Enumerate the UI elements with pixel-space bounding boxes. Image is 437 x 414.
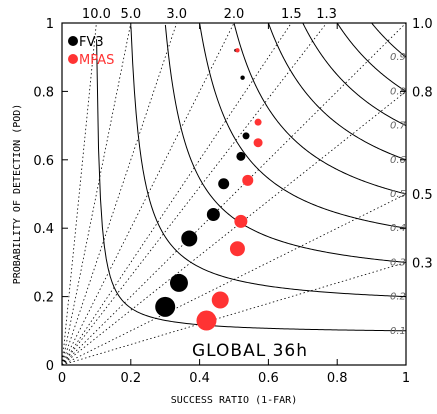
plot-frame [61, 22, 407, 366]
csi-contour-0.6 [268, 23, 407, 161]
csi-label-0.3: 0.3 [390, 257, 406, 268]
bias-line-1.3 [61, 22, 327, 366]
bias-line-0.8 [61, 91, 407, 366]
axis-ticks: 0 0.2 0.4 0.6 0.8 1 0 0.2 0.4 0.6 0.8 1 [33, 17, 410, 386]
legend: FV3 MPAS [68, 35, 114, 68]
y-tick-label: 0.6 [33, 154, 54, 169]
legend-marker-mpas [68, 54, 78, 64]
point-fv3 [155, 296, 176, 317]
bias-label-1.3: 1.3 [316, 7, 337, 22]
bias-label-0.5: 0.5 [412, 188, 433, 203]
bias-label-1.0: 1.0 [412, 17, 433, 32]
data-points [155, 48, 263, 331]
x-tick-label: 0 [58, 371, 66, 386]
x-axis-label: SUCCESS RATIO (1-FAR) [171, 395, 297, 406]
bias-label-2.0: 2.0 [224, 7, 245, 22]
csi-contour-0.8 [336, 22, 407, 92]
csi-contour-0.1 [96, 39, 407, 332]
bias-line-10.0 [61, 22, 97, 366]
point-mpas [196, 310, 217, 331]
point-fv3 [206, 208, 220, 222]
y-tick-label: 0.8 [33, 85, 54, 100]
bias-label-10.0: 10.0 [82, 7, 111, 22]
point-mpas [211, 291, 229, 309]
point-fv3 [181, 230, 198, 247]
csi-contour-0.2 [130, 27, 407, 298]
csi-label-0.6: 0.6 [390, 155, 406, 166]
csi-label-0.9: 0.9 [390, 52, 406, 63]
y-tick-label: 0.2 [33, 291, 54, 306]
csi-label-0.2: 0.2 [390, 292, 406, 303]
bias-label-1.5: 1.5 [281, 7, 302, 22]
x-tick-label: 0.4 [189, 371, 210, 386]
point-mpas [253, 138, 263, 148]
csi-contour-0.9 [371, 22, 407, 58]
y-tick-label: 0 [46, 359, 54, 374]
point-fv3 [242, 132, 250, 140]
point-fv3 [169, 273, 188, 292]
csi-contour-0.7 [302, 23, 407, 127]
csi-label-0.7: 0.7 [390, 121, 407, 132]
point-mpas [229, 241, 245, 257]
csi-contour-0.3 [164, 24, 407, 263]
bias-lines: 10.0 5.0 3.0 2.0 1.5 1.3 1.0 0.8 0.5 0.3 [61, 7, 433, 366]
point-mpas [242, 174, 254, 186]
point-fv3 [240, 75, 245, 80]
point-mpas [234, 214, 248, 228]
x-tick-label: 0.8 [327, 371, 348, 386]
bias-label-0.3: 0.3 [412, 256, 433, 271]
x-tick-label: 1 [402, 371, 410, 386]
bias-line-1.0 [61, 22, 407, 366]
x-tick-label: 0.6 [258, 371, 279, 386]
csi-label-0.1: 0.1 [390, 326, 406, 337]
bias-line-3.0 [61, 22, 178, 366]
csi-label-0.8: 0.8 [390, 86, 406, 97]
legend-label-mpas: MPAS [79, 53, 114, 68]
bias-label-0.8: 0.8 [412, 85, 433, 100]
bias-line-1.5 [61, 22, 292, 366]
bias-label-5.0: 5.0 [120, 7, 141, 22]
y-axis-label: PROBABILITY OF DETECTION (POD) [12, 104, 23, 285]
bias-line-0.5 [61, 193, 407, 366]
csi-contours: 0.1 0.2 0.3 0.4 0.5 0.6 0.7 0.8 0.9 [96, 22, 407, 337]
y-tick-label: 1 [46, 17, 54, 32]
point-fv3 [236, 151, 246, 161]
bias-label-3.0: 3.0 [166, 7, 187, 22]
point-mpas [235, 48, 240, 53]
point-fv3 [218, 178, 230, 190]
legend-label-fv3: FV3 [79, 35, 104, 50]
csi-label-0.5: 0.5 [390, 189, 406, 200]
csi-label-0.4: 0.4 [390, 223, 406, 234]
csi-contour-0.4 [199, 23, 407, 229]
x-tick-label: 0.2 [120, 371, 141, 386]
y-tick-label: 0.4 [33, 222, 54, 237]
point-mpas [254, 118, 262, 126]
chart-annotation: GLOBAL 36h [192, 341, 308, 361]
csi-contour-0.5 [233, 23, 407, 195]
legend-marker-fv3 [68, 36, 78, 46]
